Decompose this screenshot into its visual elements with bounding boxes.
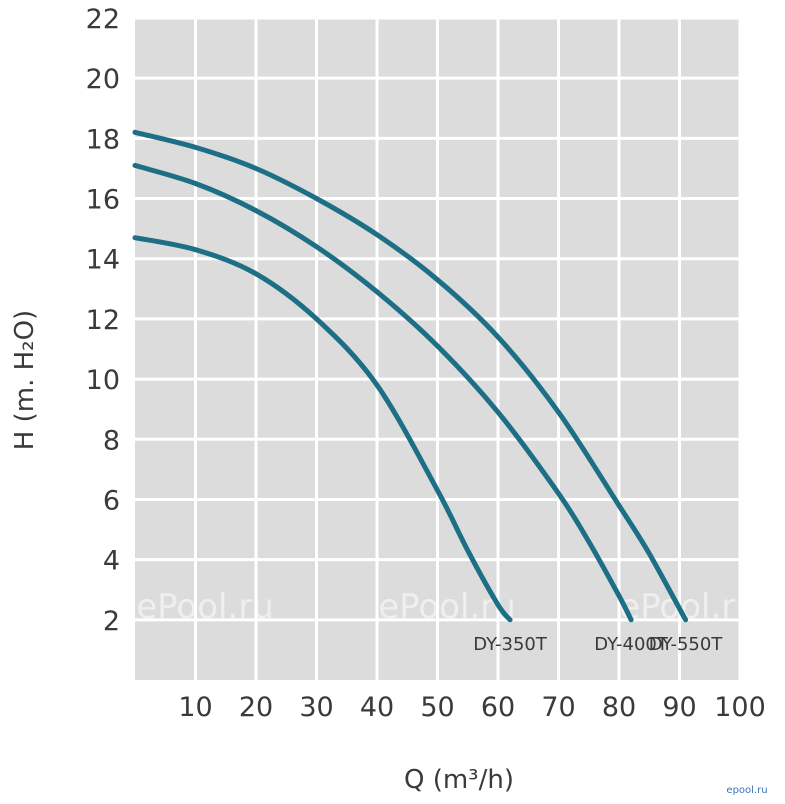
x-tick-label-9: 100 — [714, 692, 766, 723]
y-axis-label: H (m. H₂O) — [10, 310, 40, 450]
x-tick-label-6: 70 — [541, 692, 575, 723]
y-tick-label-5: 12 — [86, 305, 120, 336]
watermark-3: ePool.ru — [619, 587, 757, 627]
y-tick-label-0: 2 — [103, 606, 120, 637]
series-label-dy-550t: DY-550T — [649, 634, 724, 655]
x-axis-label: Q (m³/h) — [404, 765, 514, 795]
footer-logo-text: epool.ru — [726, 785, 767, 796]
tick-label-layer: 2 4 6 8 10 12 14 16 18 20 22 10 20 30 40 50 60 70 80 90 100 — [86, 4, 766, 723]
y-tick-label-7: 16 — [86, 185, 120, 216]
series-line-dy-400t — [132, 162, 634, 623]
y-tick-label-1: 4 — [103, 546, 120, 577]
footer-logo-background — [714, 781, 780, 796]
y-tick-label-8: 18 — [86, 124, 120, 155]
x-tick-label-7: 80 — [602, 692, 636, 723]
x-tick-label-3: 40 — [360, 692, 394, 723]
series-line-dy-350t — [132, 235, 513, 623]
series-line-dy-550t — [132, 129, 689, 623]
series-layer — [132, 129, 689, 623]
y-tick-label-3: 8 — [103, 425, 120, 456]
y-tick-label-6: 14 — [86, 245, 120, 276]
y-tick-label-10: 22 — [86, 4, 120, 35]
x-tick-label-1: 20 — [239, 692, 273, 723]
series-label-dy-350t: DY-350T — [473, 634, 548, 655]
x-tick-label-0: 10 — [178, 692, 212, 723]
x-tick-label-2: 30 — [299, 692, 333, 723]
y-tick-label-4: 10 — [86, 365, 120, 396]
x-tick-label-8: 90 — [662, 692, 696, 723]
watermark-1: ePool.ru — [136, 587, 274, 627]
y-tick-label-9: 20 — [86, 64, 120, 95]
watermark-2: ePool.ru — [378, 587, 516, 627]
footer-logo: epool.ru — [714, 781, 780, 796]
x-tick-label-5: 60 — [481, 692, 515, 723]
grid-lines — [135, 16, 742, 680]
watermark-0: ePool.ru — [0, 587, 71, 627]
series-label-dy-400t: DY-400T — [594, 634, 669, 655]
x-tick-label-4: 50 — [420, 692, 454, 723]
y-tick-label-2: 6 — [103, 485, 120, 516]
